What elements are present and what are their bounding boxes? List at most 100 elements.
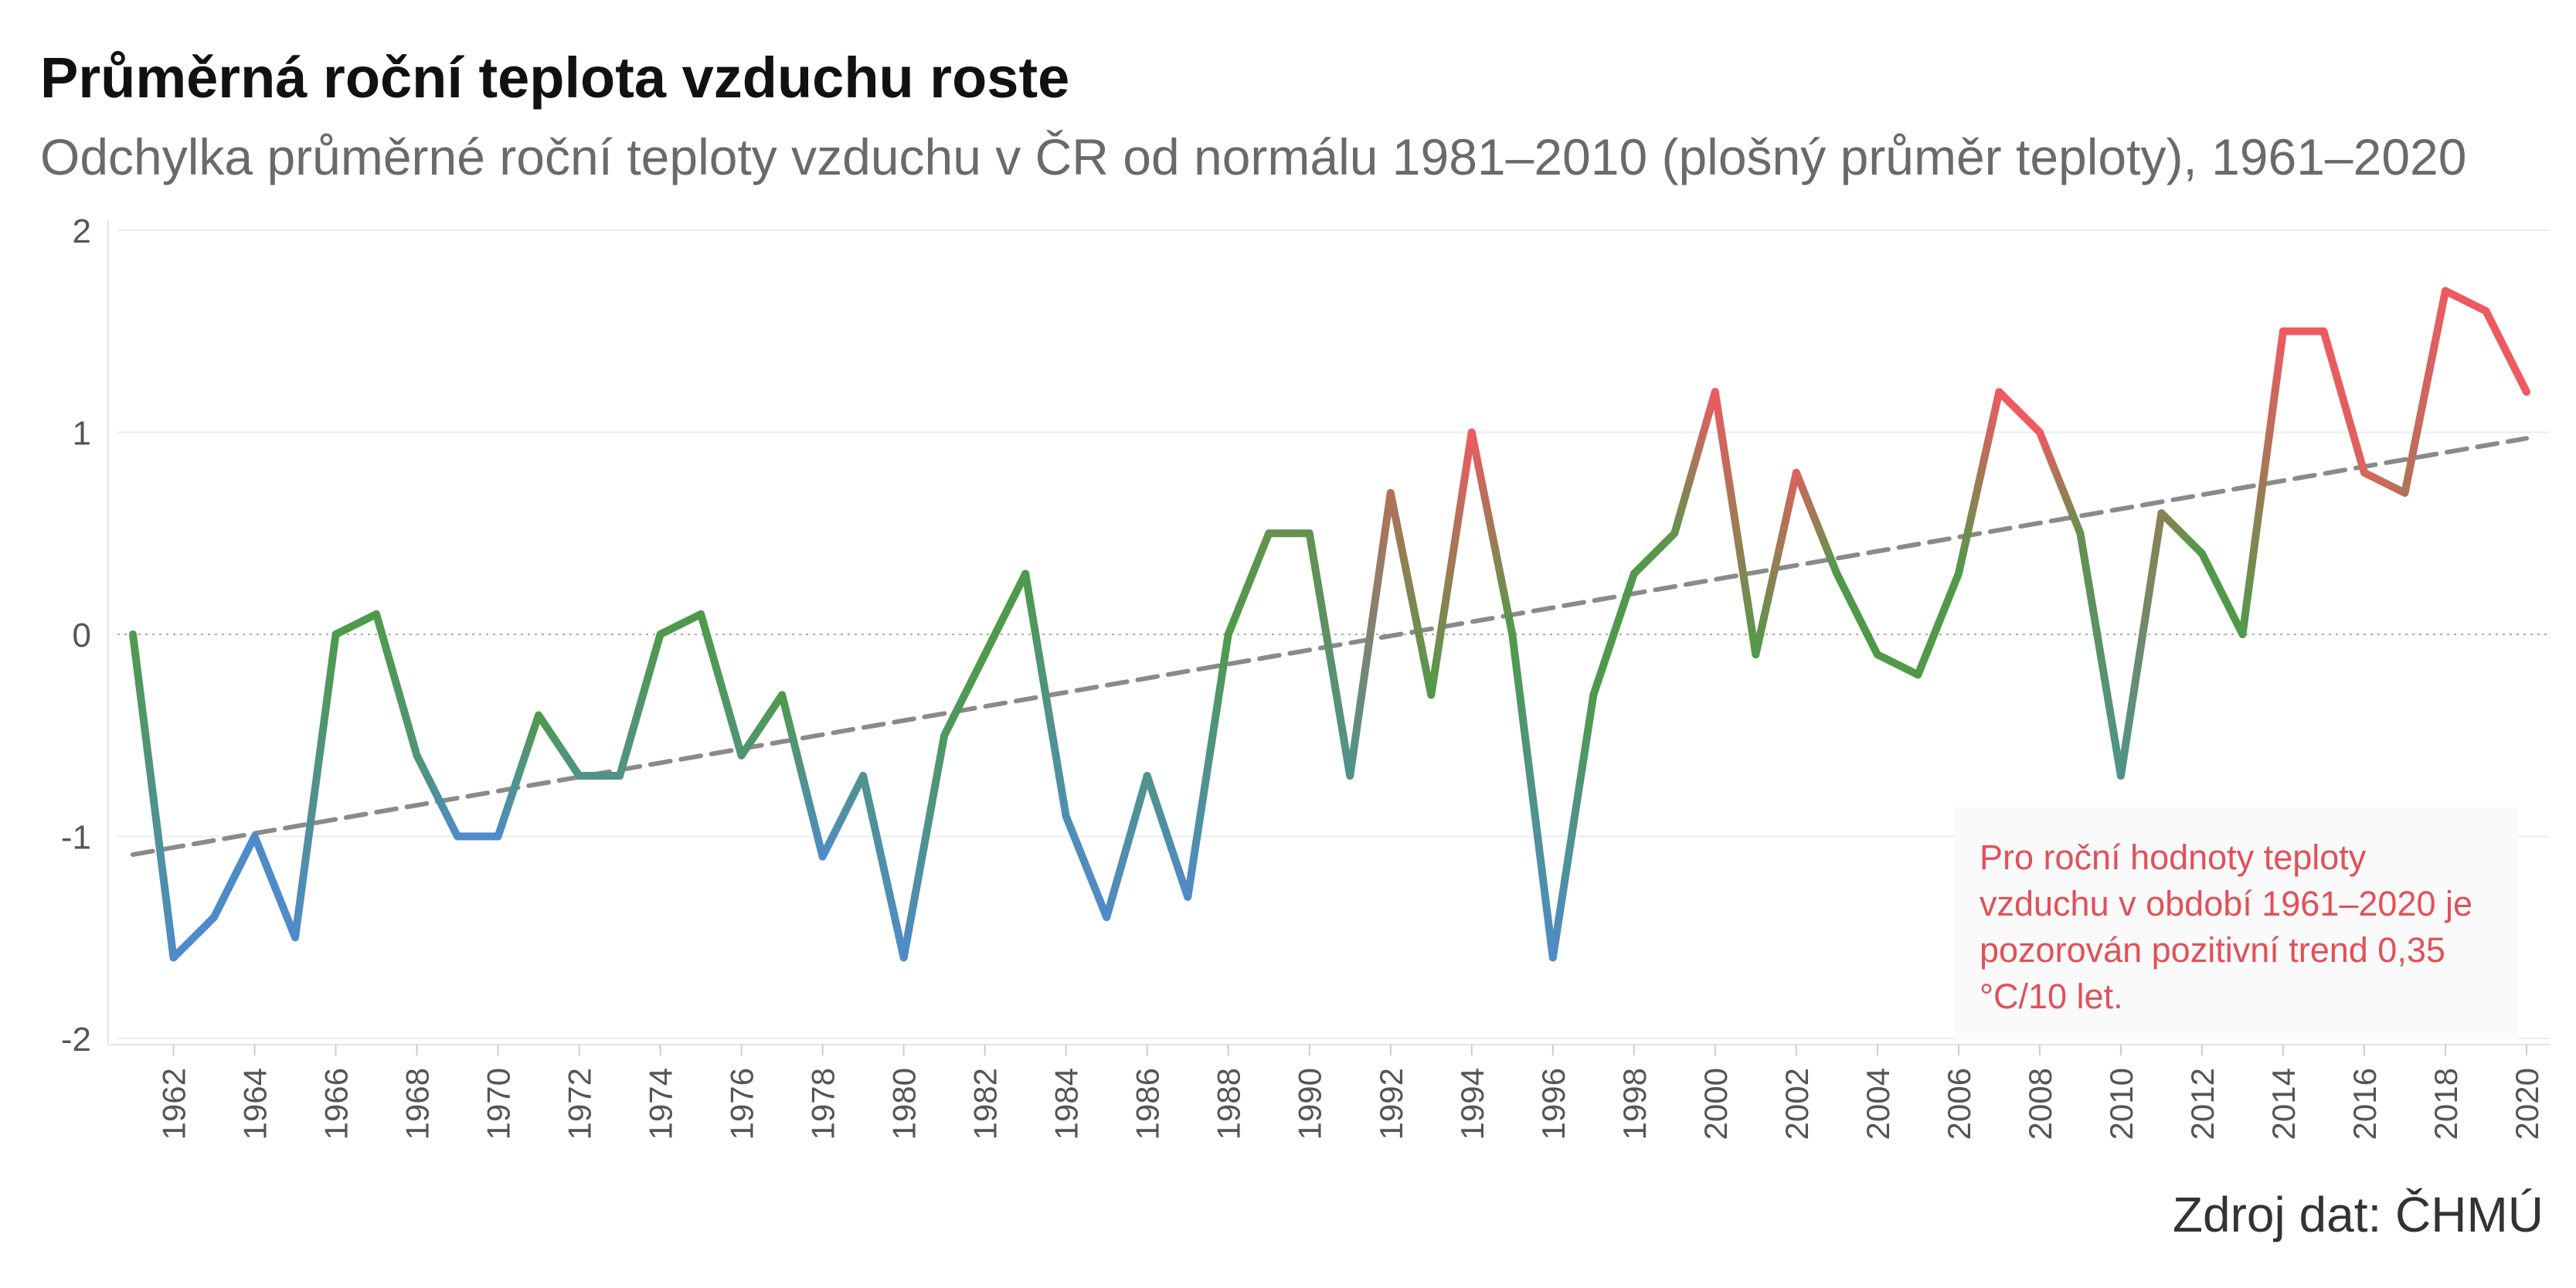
line-segment bbox=[1427, 428, 1476, 699]
line-segment bbox=[169, 913, 219, 962]
x-tick-label: 1984 bbox=[1048, 1068, 1085, 1140]
line-segment bbox=[1670, 388, 1719, 538]
line-segment bbox=[1833, 569, 1881, 659]
x-tick-label: 2004 bbox=[1860, 1068, 1896, 1140]
line-segment bbox=[494, 711, 543, 841]
line-segment bbox=[129, 630, 178, 962]
y-tick-label: -2 bbox=[61, 1021, 91, 1059]
series-temperature-anomaly bbox=[129, 287, 2530, 962]
line-segment bbox=[940, 651, 989, 739]
line-segment bbox=[1711, 388, 1760, 659]
y-axis-ticks: 2 1 0 -1 -2 bbox=[61, 212, 91, 1059]
line-segment bbox=[2441, 287, 2490, 315]
line-segment bbox=[697, 610, 746, 760]
line-segment bbox=[250, 832, 300, 942]
line-segment bbox=[1021, 569, 1070, 821]
line-segment bbox=[2076, 529, 2125, 780]
x-tick-label: 2008 bbox=[2022, 1068, 2058, 1140]
line-segment bbox=[1184, 630, 1232, 901]
x-tick-label: 2012 bbox=[2184, 1068, 2221, 1140]
y-tick-label: -1 bbox=[61, 819, 91, 857]
line-segment bbox=[1630, 529, 1679, 578]
line-segment bbox=[2238, 327, 2287, 638]
line-segment bbox=[1914, 569, 1963, 679]
line-segment bbox=[737, 691, 787, 760]
y-tick-label: 1 bbox=[73, 415, 91, 453]
x-tick-label: 2014 bbox=[2265, 1068, 2302, 1140]
x-tick-label: 2002 bbox=[1779, 1068, 1815, 1140]
line-segment bbox=[1062, 812, 1111, 922]
line-segment bbox=[2197, 549, 2247, 638]
line-segment bbox=[980, 569, 1030, 659]
axes bbox=[107, 220, 2550, 1045]
y-tick-label: 0 bbox=[73, 617, 91, 654]
chart-title: Průměrná roční teplota vzduchu roste bbox=[40, 46, 1070, 110]
line-segment bbox=[291, 630, 340, 942]
line-segment bbox=[818, 772, 868, 861]
x-tick-label: 1992 bbox=[1373, 1068, 1409, 1140]
line-segment bbox=[1103, 772, 1151, 922]
x-tick-label: 1964 bbox=[237, 1068, 274, 1140]
x-tick-label: 1966 bbox=[318, 1068, 355, 1140]
line-segment bbox=[535, 711, 583, 780]
line-segment bbox=[2360, 468, 2409, 497]
line-segment bbox=[778, 691, 827, 861]
line-segment bbox=[2482, 307, 2530, 396]
line-segment bbox=[1467, 428, 1517, 638]
x-tick-label: 1988 bbox=[1211, 1068, 1247, 1140]
x-tick-label: 2020 bbox=[2509, 1068, 2545, 1140]
x-tick-label: 2018 bbox=[2428, 1068, 2464, 1140]
line-segment bbox=[2157, 509, 2206, 558]
x-tick-label: 2000 bbox=[1698, 1068, 1734, 1140]
line-segment bbox=[413, 751, 462, 841]
line-segment bbox=[1589, 569, 1638, 699]
line-segment bbox=[372, 610, 421, 760]
annotation-box bbox=[1955, 807, 2519, 1039]
line-segment bbox=[1792, 468, 1841, 578]
x-tick-label: 1976 bbox=[724, 1068, 760, 1140]
line-segment bbox=[1954, 388, 2003, 578]
line-segment bbox=[1752, 468, 1800, 659]
x-tick-label: 1962 bbox=[156, 1068, 192, 1140]
line-segment bbox=[2401, 287, 2449, 497]
line-segment bbox=[1995, 388, 2044, 437]
line-segment bbox=[2116, 509, 2166, 780]
y-tick-label: 2 bbox=[73, 212, 91, 250]
chart-subtitle: Odchylka průměrné roční teploty vzduchu … bbox=[40, 128, 2467, 185]
line-segment bbox=[331, 610, 381, 638]
x-tick-label: 2006 bbox=[1941, 1068, 1977, 1140]
line-segment bbox=[616, 630, 664, 780]
x-tick-label: 1986 bbox=[1130, 1068, 1166, 1140]
line-segment bbox=[210, 832, 259, 922]
line-segment bbox=[1346, 488, 1395, 780]
line-segment bbox=[1508, 630, 1557, 962]
x-tick-label: 1996 bbox=[1535, 1068, 1572, 1140]
x-tick-label: 1974 bbox=[643, 1068, 679, 1140]
x-tick-label: 2016 bbox=[2347, 1068, 2383, 1140]
x-tick-label: 1978 bbox=[805, 1068, 841, 1140]
x-tick-label: 1968 bbox=[399, 1068, 436, 1140]
line-segment bbox=[1873, 651, 1922, 679]
data-source: Zdroj dat: ČHMÚ bbox=[2172, 1187, 2544, 1242]
line-segment bbox=[656, 610, 705, 638]
x-tick-label: 1994 bbox=[1454, 1068, 1490, 1140]
line-segment bbox=[1548, 691, 1598, 962]
line-segment bbox=[2035, 428, 2085, 538]
x-tick-label: 1970 bbox=[481, 1068, 517, 1140]
line-segment bbox=[2319, 327, 2368, 477]
line-segment bbox=[1143, 772, 1192, 901]
x-tick-label: 1982 bbox=[967, 1068, 1004, 1140]
x-tick-label: 1972 bbox=[562, 1068, 598, 1140]
line-segment bbox=[1305, 529, 1354, 780]
x-tick-label: 1998 bbox=[1616, 1068, 1653, 1140]
x-tick-label: 1990 bbox=[1292, 1068, 1328, 1140]
line-segment bbox=[1386, 488, 1436, 699]
x-tick-label: 2010 bbox=[2103, 1068, 2139, 1140]
line-segment bbox=[1224, 529, 1273, 638]
line-segment bbox=[859, 772, 908, 962]
x-tick-label: 1980 bbox=[886, 1068, 923, 1140]
line-segment bbox=[899, 731, 949, 962]
trend-annotation: Pro roční hodnoty teploty vzduchu v obdo… bbox=[1980, 838, 2473, 1016]
x-axis-ticks: 1962 1964 1966 1968 1970 1972 1974 1976 1978 1980… bbox=[156, 1045, 2545, 1140]
